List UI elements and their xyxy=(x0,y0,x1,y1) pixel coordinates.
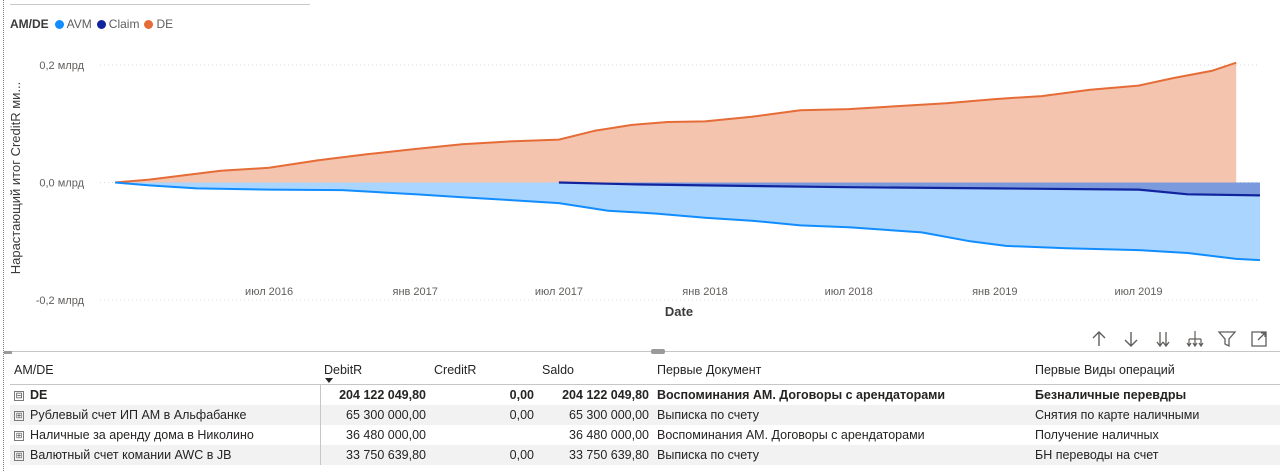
table-row[interactable]: ⊞ Наличные за аренду дома в Николино 36 4… xyxy=(10,425,1280,445)
x-tick-label: янв 2019 xyxy=(972,286,1017,298)
area-avm xyxy=(115,182,1261,261)
x-tick-label: июл 2016 xyxy=(245,286,293,298)
table-row[interactable]: ⊟ DE 204 122 049,80 0,00 204 122 049,80 В… xyxy=(10,384,1280,405)
expand-next-level-button[interactable] xyxy=(1184,328,1206,350)
legend-dot-avm xyxy=(54,19,64,29)
row-label-cell: ⊞ Наличные за аренду дома в Николино xyxy=(10,425,321,445)
row-label: DE xyxy=(30,388,48,402)
drill-down-button[interactable] xyxy=(1120,328,1142,350)
matrix-table: AM/DE DebitR CreditR Saldo Первые Докуме… xyxy=(10,356,1280,465)
saldo-cell: 36 480 000,00 xyxy=(569,428,649,442)
credit-cell xyxy=(430,425,538,445)
x-tick-label: янв 2017 xyxy=(393,286,438,298)
row-label: Рублевый счет ИП АМ в Альфабанке xyxy=(30,408,247,422)
focus-mode-icon xyxy=(1251,331,1267,347)
table-header-row: AM/DE DebitR CreditR Saldo Первые Докуме… xyxy=(10,356,1280,385)
chart-areas xyxy=(115,62,1261,261)
legend-dot-claim xyxy=(96,19,106,29)
column-header-creditr[interactable]: CreditR xyxy=(430,356,538,385)
legend-item-de[interactable]: DE xyxy=(144,17,173,31)
saldo-cell: 65 300 000,00 xyxy=(538,405,653,425)
y-tick-label: 0,2 млрд xyxy=(39,60,84,72)
expand-icon[interactable]: ⊞ xyxy=(14,430,24,441)
resize-grip-left[interactable] xyxy=(4,351,12,354)
saldo-cell: 204 122 049,80 xyxy=(562,388,649,402)
legend-title: AM/DE xyxy=(10,17,49,31)
column-header-debitr[interactable]: DebitR xyxy=(320,356,430,385)
visual-divider xyxy=(10,351,1280,352)
y-axis-title: Нарастающий итог CreditR ми... xyxy=(8,82,23,275)
document-cell: Выписка по счету xyxy=(653,405,1031,425)
table-row[interactable]: ⊞ Рублевый счет ИП АМ в Альфабанке 65 300… xyxy=(10,405,1280,425)
y-axis: 0,2 млрд 0,0 млрд -0,2 млрд xyxy=(36,60,85,307)
line-claim[interactable] xyxy=(558,181,1261,197)
column-header-amde[interactable]: AM/DE xyxy=(10,356,320,385)
x-tick-label: июл 2019 xyxy=(1114,286,1162,298)
expand-hierarchy-icon xyxy=(1186,331,1204,348)
saldo-cell: 33 750 639,80 xyxy=(538,445,653,465)
arrow-up-icon xyxy=(1092,331,1106,346)
debit-cell: 65 300 000,00 xyxy=(320,405,430,425)
row-label: Наличные за аренду дома в Николино xyxy=(30,428,254,442)
legend-item-avm[interactable]: AVM xyxy=(54,17,92,31)
filter-button[interactable] xyxy=(1216,328,1238,350)
column-header-debitr-label: DebitR xyxy=(324,363,363,377)
next-level-button[interactable] xyxy=(1152,328,1174,350)
collapse-icon[interactable]: ⊟ xyxy=(14,390,24,401)
x-tick-label: июл 2017 xyxy=(535,286,583,298)
filter-icon xyxy=(1217,331,1237,348)
chart-lines[interactable] xyxy=(115,61,1261,262)
previous-visual-edge xyxy=(0,0,1280,8)
legend-label-claim: Claim xyxy=(108,17,140,31)
credit-cell: 0,00 xyxy=(430,445,538,465)
debit-cell: 36 480 000,00 xyxy=(346,428,426,442)
legend-label-de: DE xyxy=(156,17,174,31)
double-arrow-down-icon xyxy=(1156,332,1170,348)
focus-mode-button[interactable] xyxy=(1248,328,1270,350)
line-avm[interactable] xyxy=(115,181,1261,262)
area-chart[interactable]: 0,2 млрд 0,0 млрд -0,2 млрд июл 2016 янв 20… xyxy=(0,35,1270,325)
row-label-cell: ⊞ Рублевый счет ИП АМ в Альфабанке xyxy=(10,405,321,425)
operation-cell: Получение наличных xyxy=(1035,428,1159,442)
x-tick-label: янв 2018 xyxy=(682,286,727,298)
drill-up-button[interactable] xyxy=(1088,328,1110,350)
operation-cell: Безналичные перевдры xyxy=(1035,388,1187,402)
arrow-down-icon xyxy=(1124,332,1138,347)
visual-border-left xyxy=(3,0,4,471)
legend-item-claim[interactable]: Claim xyxy=(96,17,140,31)
row-label: Валютный счет комании AWC в JB xyxy=(30,448,232,462)
x-axis-title: Date xyxy=(665,304,693,319)
row-label-cell: ⊟ DE xyxy=(10,384,321,405)
debit-cell: 33 750 639,80 xyxy=(320,445,430,465)
column-header-first-document[interactable]: Первые Документ xyxy=(653,356,1031,385)
column-header-saldo[interactable]: Saldo xyxy=(538,356,653,385)
table-row[interactable]: ⊞ Валютный счет комании AWC в JB 33 750 6… xyxy=(10,445,1280,465)
credit-cell: 0,00 xyxy=(430,405,538,425)
expand-icon[interactable]: ⊞ xyxy=(14,450,24,461)
document-cell: Воспоминания АМ. Договоры с арендаторами xyxy=(657,388,946,402)
line-de[interactable] xyxy=(115,61,1237,184)
x-axis: июл 2016 янв 2017 июл 2017 янв 2018 июл 2018… xyxy=(245,286,1163,298)
row-label-cell: ⊞ Валютный счет комании AWC в JB xyxy=(10,445,321,465)
legend-dot-de xyxy=(144,19,154,29)
resize-grip-center[interactable] xyxy=(651,349,665,354)
column-header-first-operation[interactable]: Первые Виды операций xyxy=(1031,356,1280,385)
debit-cell: 204 122 049,80 xyxy=(339,388,426,402)
document-cell: Воспоминания АМ. Договоры с арендаторами xyxy=(657,428,925,442)
y-tick-label: 0,0 млрд xyxy=(39,178,84,190)
credit-cell: 0,00 xyxy=(509,388,534,402)
visual-header-toolbar xyxy=(1088,328,1270,350)
legend-label-avm: AVM xyxy=(66,17,92,31)
expand-icon[interactable]: ⊞ xyxy=(14,410,24,421)
operation-cell: БН переводы на счет xyxy=(1031,445,1280,465)
document-cell: Выписка по счету xyxy=(653,445,1031,465)
chart-legend: AM/DE AVM Claim DE xyxy=(10,15,178,33)
y-tick-label: -0,2 млрд xyxy=(36,295,85,307)
operation-cell: Снятия по карте наличными xyxy=(1031,405,1280,425)
sort-descending-icon xyxy=(325,378,333,383)
x-tick-label: июл 2018 xyxy=(825,286,873,298)
